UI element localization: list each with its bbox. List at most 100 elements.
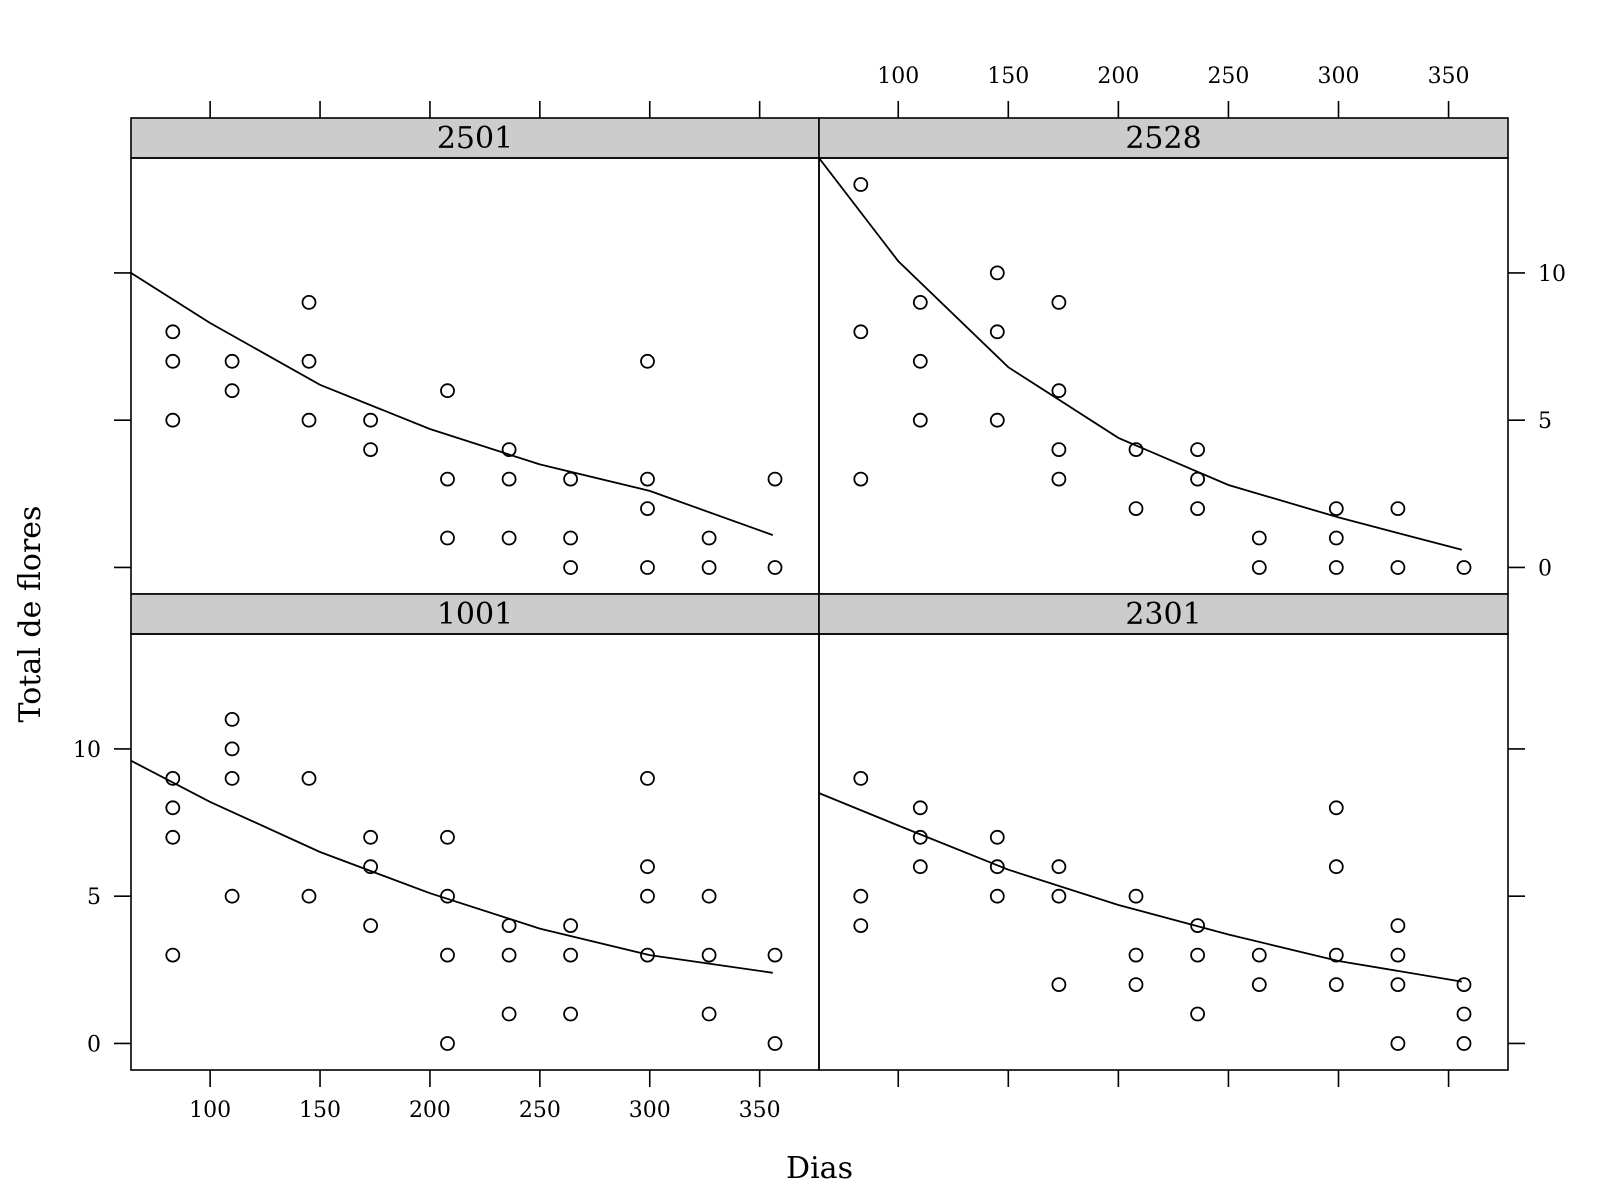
data-point [912, 829, 928, 845]
data-point [440, 829, 455, 845]
panel-strip [130, 593, 820, 635]
data-point [1251, 530, 1267, 546]
data-point [165, 324, 181, 340]
data-point [1190, 471, 1205, 487]
data-point [640, 859, 655, 875]
data-point [767, 471, 783, 487]
data-point [224, 712, 240, 727]
axes-layer: 100 100 150 150 200 200 250 250 300 300 350 350 0 0 5 5… [73, 64, 1566, 1123]
data-point [989, 265, 1005, 281]
data-point [165, 353, 181, 369]
data-point [1456, 1036, 1472, 1051]
data-point [640, 947, 655, 963]
data-point [701, 530, 717, 546]
tick-label: 150 [299, 1098, 341, 1123]
data-point [640, 353, 655, 369]
data-point [853, 177, 869, 192]
data-point [912, 800, 928, 816]
data-point [1390, 947, 1406, 963]
data-point [301, 353, 317, 369]
data-point [1328, 530, 1344, 546]
tick-label: 10 [1538, 262, 1566, 287]
data-point [701, 888, 717, 904]
panel-strip-label: 1001 [437, 597, 513, 632]
data-point [1051, 383, 1067, 399]
data-point [224, 741, 240, 757]
data-point [989, 888, 1005, 904]
panel-frame [130, 157, 820, 595]
panel-1001: 1001 [130, 593, 820, 1071]
data-point [912, 412, 928, 428]
data-point [767, 947, 783, 963]
data-point [224, 383, 240, 399]
data-point [1328, 560, 1344, 575]
panel-strip [818, 117, 1509, 159]
data-point [563, 471, 578, 487]
data-point [563, 530, 578, 546]
y-axis-title: Total de flores [13, 506, 48, 723]
data-point [1051, 294, 1067, 310]
data-point [165, 947, 181, 963]
data-point [701, 947, 717, 963]
tick-label: 250 [519, 1098, 561, 1123]
data-point [1128, 977, 1144, 992]
data-point [701, 560, 717, 575]
data-point [640, 560, 655, 575]
data-point [640, 471, 655, 487]
data-point [1128, 947, 1144, 963]
panel-frame [818, 633, 1509, 1071]
data-point [853, 471, 869, 487]
panels-layer: 2501 2528 1001 2301 [130, 117, 1509, 1071]
data-point [165, 771, 181, 786]
data-point [1456, 560, 1472, 575]
data-point [363, 412, 379, 428]
data-point [1190, 918, 1205, 933]
data-point [301, 888, 317, 904]
data-point [563, 947, 578, 963]
tick-label: 350 [1428, 64, 1470, 89]
fitted-curve [819, 792, 1462, 983]
panel-2301: 2301 [818, 593, 1509, 1071]
panel-2528: 2528 [818, 117, 1509, 595]
data-point [224, 888, 240, 904]
data-point [440, 947, 455, 963]
data-point [440, 530, 455, 546]
data-point [363, 918, 379, 933]
data-point [1051, 442, 1067, 458]
data-point [165, 829, 181, 845]
data-point [165, 412, 181, 428]
data-point [501, 1006, 517, 1022]
data-point [1051, 888, 1067, 904]
data-point [640, 771, 655, 786]
data-point [640, 888, 655, 904]
data-point [853, 918, 869, 933]
data-point [1390, 560, 1406, 575]
data-point [1251, 560, 1267, 575]
data-point [912, 859, 928, 875]
data-point [701, 1006, 717, 1022]
data-point [1190, 442, 1205, 458]
data-point [501, 442, 517, 458]
panel-strip-label: 2528 [1125, 121, 1201, 156]
panel-frame [818, 157, 1509, 595]
data-point [1456, 1006, 1472, 1022]
data-point [563, 1006, 578, 1022]
data-point [1128, 888, 1144, 904]
tick-label: 200 [1097, 64, 1139, 89]
panel-strip [130, 117, 820, 159]
data-point [1390, 501, 1406, 517]
data-point [1390, 918, 1406, 933]
data-point [1190, 947, 1205, 963]
data-point [301, 412, 317, 428]
data-point [1128, 442, 1144, 458]
tick-label: 10 [73, 738, 101, 763]
tick-label: 0 [1538, 556, 1552, 581]
data-point [853, 324, 869, 340]
tick-label: 0 [87, 1032, 101, 1057]
data-point [1051, 977, 1067, 992]
data-point [1456, 977, 1472, 992]
data-point [1328, 947, 1344, 963]
tick-label: 5 [1538, 409, 1552, 434]
data-point [1328, 800, 1344, 816]
